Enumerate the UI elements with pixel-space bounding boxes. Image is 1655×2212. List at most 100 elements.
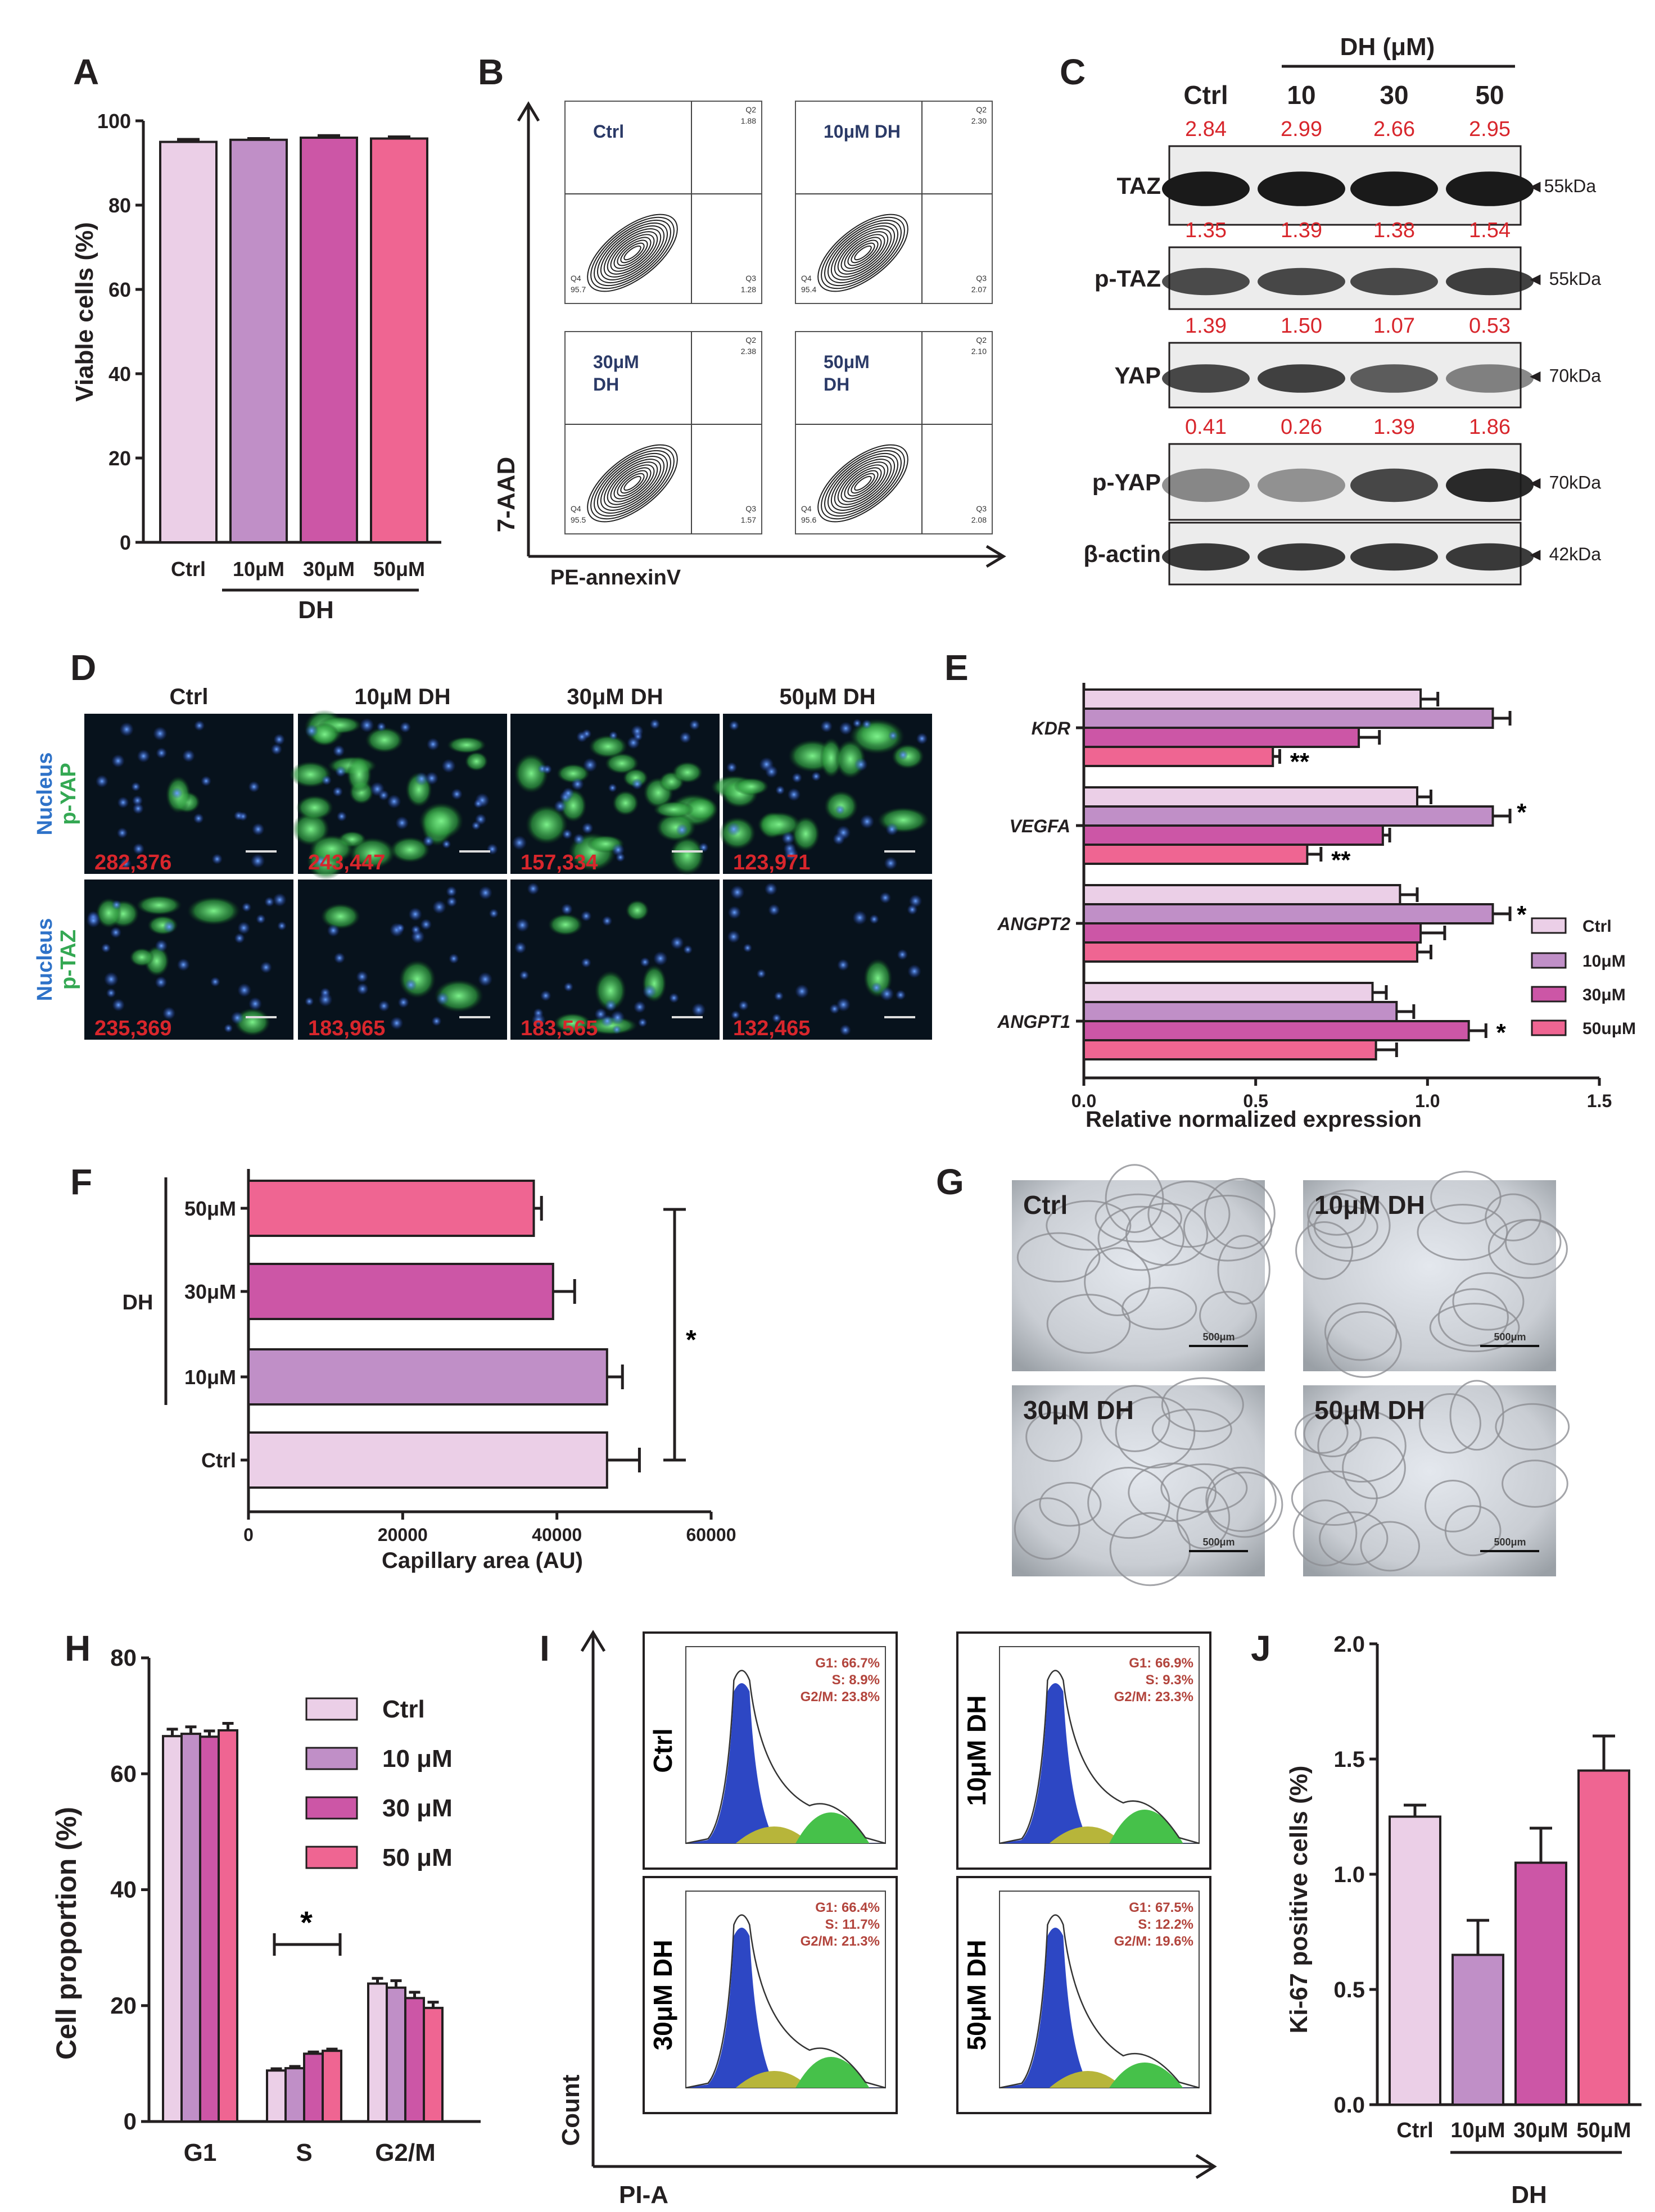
- i-g2m-peak: [1109, 2063, 1183, 2088]
- i-histogram: G1: 66.7%S: 8.9%G2/M: 23.8% Ctrl: [643, 1631, 898, 1870]
- h-legend-label: Ctrl: [382, 1696, 425, 1723]
- d-nucleus: [888, 731, 898, 741]
- g-capillary-loop: [1016, 1232, 1101, 1283]
- panel-b-y-arrow: [517, 101, 540, 122]
- g-capillary-loop: [1449, 1380, 1504, 1451]
- panel-letter-i: I: [540, 1628, 550, 1669]
- e-category-label: VEGFA: [1010, 816, 1070, 836]
- d-nucleus: [397, 996, 409, 1008]
- c-band-quant: 2.84: [1185, 117, 1227, 141]
- panel-h-cell-cycle-chart: 0 20 40 60 80 G1 S G2/M * Ctrl 10 μM 30 μM 50 μM Cel…: [51, 1644, 481, 2166]
- c-band-quant: 0.26: [1281, 415, 1322, 439]
- d-nucleus: [111, 754, 125, 768]
- a-error-bar: [177, 138, 200, 142]
- h-bar: [180, 1733, 201, 2123]
- g-capillary-loop: [1319, 1511, 1389, 1566]
- d-nucleus: [321, 775, 332, 786]
- h-legend-swatch: [305, 1747, 358, 1770]
- i-g2m-peak: [795, 2057, 870, 2088]
- d-nucleus: [610, 1010, 625, 1025]
- b-contour: [837, 231, 889, 275]
- d-nucleus: [765, 765, 778, 778]
- panel-a-y-axis-label: Viable cells (%): [71, 222, 98, 402]
- e-significance-mark: *: [1496, 1019, 1507, 1046]
- d-nucleus: [854, 758, 868, 772]
- b-contour: [854, 245, 872, 261]
- b-contour: [596, 222, 668, 284]
- d-nucleus: [250, 854, 265, 868]
- d-nucleus: [486, 843, 498, 855]
- d-nucleus: [378, 790, 390, 801]
- d-nucleus: [676, 823, 688, 836]
- d-micrograph: 282,376: [84, 714, 293, 874]
- d-nucleus: [332, 786, 343, 797]
- d-nucleus: [515, 918, 530, 932]
- c-size-marker: ◄ 70kDa: [1526, 366, 1601, 386]
- d-row-label-marker: p-YAP: [57, 763, 80, 825]
- d-nucleus: [631, 724, 644, 738]
- e-x-tick-label: 1.5: [1587, 1091, 1612, 1111]
- e-bar: [1083, 903, 1494, 924]
- d-nucleus: [446, 886, 457, 898]
- e-legend-swatch: [1531, 1019, 1567, 1036]
- d-nucleus: [689, 719, 700, 731]
- i-g2m-peak: [1109, 1810, 1183, 1843]
- g-capillary-loop: [1425, 1479, 1481, 1533]
- d-cell: [553, 1013, 591, 1034]
- d-nucleus: [449, 953, 459, 964]
- d-nucleus: [627, 736, 640, 749]
- j-category-label: 30μM: [1513, 2119, 1568, 2142]
- b-q2-name: Q2: [976, 105, 987, 114]
- d-nucleus: [395, 816, 409, 830]
- e-legend-swatch: [1531, 986, 1567, 1003]
- e-error-bar: [1307, 847, 1323, 862]
- panel-j-y-label: Ki-67 positive cells (%): [1285, 1766, 1313, 2034]
- e-error-bar: [1400, 887, 1419, 902]
- c-row-label: p-TAZ: [1095, 265, 1161, 292]
- d-nucleus: [898, 750, 908, 760]
- f-error-bar: [607, 1448, 641, 1472]
- g-scale-label: 500μm: [1494, 1331, 1526, 1343]
- d-nucleus: [376, 722, 387, 732]
- d-nucleus: [727, 905, 741, 919]
- e-bar: [1083, 688, 1422, 710]
- i-plot-label: 50μM DH: [962, 1940, 991, 2051]
- d-nucleus: [600, 1014, 614, 1027]
- panel-letter-a: A: [73, 52, 99, 92]
- g-capillary-loop: [1326, 1311, 1402, 1378]
- h-bar: [303, 2052, 324, 2123]
- a-y-tick-label: 40: [108, 362, 131, 386]
- i-s-value: S: 9.3%: [1146, 1672, 1193, 1688]
- b-q2-value: 2.38: [741, 347, 756, 356]
- d-nucleus: [230, 1011, 244, 1025]
- d-nucleus: [137, 749, 151, 763]
- h-y-tick-label: 20: [110, 1992, 137, 2019]
- d-nucleus: [224, 1023, 233, 1033]
- g-scale-label: 500μm: [1494, 1536, 1526, 1548]
- d-nucleus: [446, 896, 458, 908]
- h-error-bar: [326, 2047, 338, 2051]
- i-g1-peak: [1000, 1683, 1199, 1843]
- j-bar: [1577, 1769, 1630, 2106]
- d-column-label: 30μM DH: [567, 685, 663, 709]
- g-tube-image: Ctrl 500μm: [1012, 1164, 1276, 1371]
- b-contour: [613, 237, 652, 269]
- g-capillary-loop: [1324, 1302, 1398, 1361]
- b-contour: [824, 450, 902, 517]
- c-band: [1258, 543, 1345, 571]
- panel-letter-h: H: [65, 1628, 91, 1669]
- e-bar: [1083, 922, 1422, 944]
- d-nucleus: [260, 961, 272, 973]
- h-bar: [367, 1982, 388, 2123]
- panel-a-group-label: DH: [298, 596, 334, 624]
- i-g2m-value: G2/M: 21.3%: [801, 1934, 880, 1949]
- g-capillary-loop: [1342, 1436, 1406, 1499]
- g-capillary-loop: [1295, 1221, 1354, 1280]
- d-nucleus: [612, 1025, 622, 1035]
- i-g2m-peak: [795, 1812, 870, 1843]
- e-category-label: ANGPT2: [997, 914, 1070, 934]
- i-plot-label: 30μM DH: [648, 1940, 677, 2051]
- d-nucleus: [237, 921, 251, 935]
- d-nucleus: [772, 1013, 781, 1023]
- d-nucleus: [305, 996, 314, 1006]
